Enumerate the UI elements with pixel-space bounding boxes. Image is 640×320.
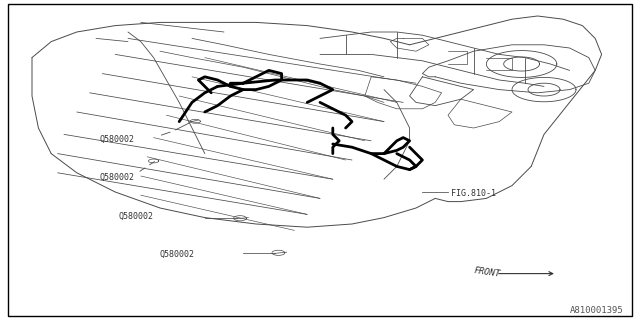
- Text: Q580002: Q580002: [99, 173, 134, 182]
- Text: A810001395: A810001395: [570, 306, 624, 315]
- Text: FIG.810-1: FIG.810-1: [451, 189, 496, 198]
- Text: Q580002: Q580002: [118, 212, 154, 220]
- Text: FRONT: FRONT: [474, 266, 502, 278]
- Text: Q580002: Q580002: [160, 250, 195, 259]
- Text: Q580002: Q580002: [99, 135, 134, 144]
